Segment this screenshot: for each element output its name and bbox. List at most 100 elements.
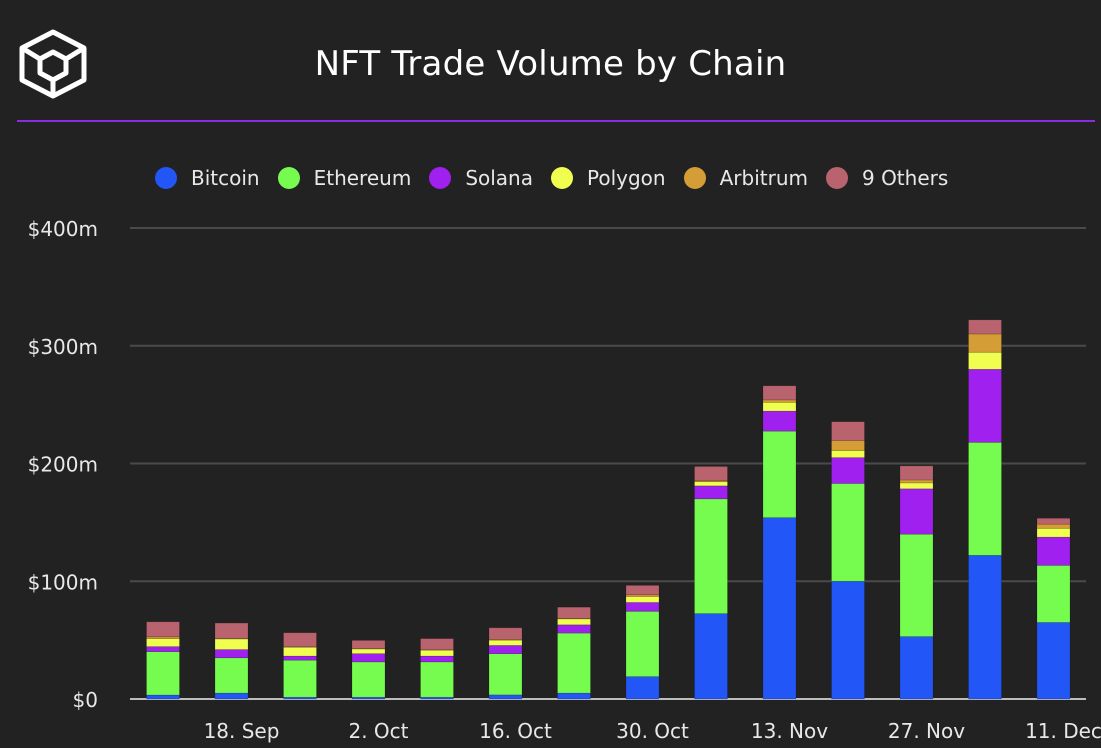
bar-segment-9-others[interactable] [283, 632, 317, 648]
bar-segment-9-others[interactable] [146, 621, 180, 638]
legend-swatch [429, 167, 452, 189]
bar-segment-solana[interactable] [831, 457, 865, 484]
legend-item[interactable]: Arbitrum [683, 166, 808, 190]
legend-item[interactable]: Polygon [551, 166, 666, 190]
bar-segment-polygon[interactable] [488, 639, 523, 646]
y-tick-label: $300m [28, 335, 98, 359]
bar-segment-ethereum[interactable] [1036, 565, 1071, 623]
bar-segment-solana[interactable] [146, 646, 180, 652]
bar-segment-arbitrum[interactable] [899, 479, 934, 484]
legend-label: Bitcoin [191, 166, 260, 190]
bar-segment-9-others[interactable] [420, 638, 454, 651]
bar-segment-polygon[interactable] [762, 401, 797, 412]
legend-item[interactable]: Bitcoin [155, 166, 260, 190]
bar-segment-polygon[interactable] [214, 638, 249, 650]
bar-segment-polygon[interactable] [351, 648, 386, 654]
bar-segment-bitcoin[interactable] [557, 692, 591, 700]
bar-segment-9-others[interactable] [351, 640, 386, 649]
bar-segment-ethereum[interactable] [694, 498, 728, 614]
bar-segment-9-others[interactable] [557, 606, 591, 619]
bar-stack [557, 606, 591, 700]
bar-segment-bitcoin[interactable] [694, 613, 728, 700]
bar-segment-arbitrum[interactable] [968, 333, 1002, 353]
bar-segment-polygon[interactable] [625, 596, 660, 603]
bar-segment-ethereum[interactable] [146, 651, 180, 696]
legend-swatch [825, 167, 848, 189]
x-tick-label: 27. Nov [888, 719, 965, 743]
bar-segment-arbitrum[interactable] [831, 440, 865, 451]
bar-segment-ethereum[interactable] [283, 659, 317, 698]
bar-segment-9-others[interactable] [762, 385, 797, 401]
bar-segment-polygon[interactable] [899, 482, 934, 490]
chart-title: NFT Trade Volume by Chain [314, 44, 787, 84]
bar-segment-ethereum[interactable] [557, 632, 591, 694]
bar-stack [694, 466, 728, 700]
bar-stack [968, 319, 1002, 700]
legend-item[interactable]: 9 Others [825, 166, 948, 190]
bar-stack [762, 385, 797, 700]
bar-stack [1036, 517, 1071, 700]
bar-segment-solana[interactable] [351, 653, 386, 663]
bar-segment-ethereum[interactable] [420, 661, 454, 698]
bar-segment-solana[interactable] [488, 645, 523, 654]
bar-segment-solana[interactable] [694, 485, 728, 500]
bar-segment-polygon[interactable] [831, 450, 865, 458]
bar-segment-ethereum[interactable] [968, 442, 1002, 556]
bar-segment-9-others[interactable] [899, 465, 934, 481]
bar-segment-ethereum[interactable] [899, 533, 934, 637]
legend-swatch [155, 167, 177, 189]
legend-item[interactable]: Solana [429, 166, 533, 190]
bar-stack [420, 638, 454, 700]
bar-segment-9-others[interactable] [625, 585, 660, 596]
bar-segment-polygon[interactable] [557, 618, 591, 626]
bar-stack [351, 640, 386, 700]
bar-segment-bitcoin[interactable] [762, 517, 797, 700]
bar-segment-solana[interactable] [283, 655, 317, 661]
bar-segment-9-others[interactable] [831, 421, 865, 441]
bar-segment-solana[interactable] [625, 602, 660, 612]
bar-segment-arbitrum[interactable] [762, 399, 797, 403]
legend-swatch [551, 167, 573, 189]
bar-segment-arbitrum[interactable] [1036, 523, 1071, 529]
bar-segment-solana[interactable] [899, 488, 934, 535]
x-tick-label: 2. Oct [348, 719, 408, 743]
bar-segment-solana[interactable] [1036, 536, 1071, 566]
bar-segment-9-others[interactable] [1036, 517, 1071, 525]
bar-segment-polygon[interactable] [146, 638, 180, 647]
bar-segment-9-others[interactable] [488, 627, 523, 640]
bar-segment-solana[interactable] [968, 368, 1002, 443]
bar-segment-bitcoin[interactable] [1036, 622, 1071, 700]
y-tick-label: $0 [73, 688, 98, 712]
bar-segment-bitcoin[interactable] [488, 694, 523, 700]
bar-segment-bitcoin[interactable] [625, 676, 660, 700]
bar-segment-solana[interactable] [214, 649, 249, 659]
bar-segment-polygon[interactable] [283, 646, 317, 657]
bar-segment-bitcoin[interactable] [968, 555, 1002, 700]
bar-segment-ethereum[interactable] [762, 430, 797, 518]
bar-segment-ethereum[interactable] [351, 661, 386, 698]
bar-segment-bitcoin[interactable] [899, 636, 934, 700]
legend-item[interactable]: Ethereum [277, 166, 411, 190]
bar-segment-ethereum[interactable] [625, 610, 660, 677]
legend-label: Polygon [587, 166, 666, 190]
bar-stack [488, 627, 523, 700]
bar-segment-polygon[interactable] [1036, 527, 1071, 538]
bar-segment-9-others[interactable] [694, 466, 728, 481]
legend-label: Solana [465, 166, 533, 190]
bar-segment-ethereum[interactable] [214, 657, 249, 694]
bar-segment-ethereum[interactable] [488, 653, 523, 696]
bar-segment-bitcoin[interactable] [214, 692, 249, 700]
bar-segment-solana[interactable] [762, 410, 797, 432]
bar-segment-solana[interactable] [420, 655, 454, 663]
bar-stack [625, 585, 660, 700]
bar-segment-polygon[interactable] [694, 481, 728, 487]
bar-segment-polygon[interactable] [420, 649, 454, 657]
bar-segment-polygon[interactable] [968, 351, 1002, 370]
bar-segment-9-others[interactable] [968, 319, 1002, 335]
bar-segment-9-others[interactable] [214, 622, 249, 639]
bar-segment-solana[interactable] [557, 624, 591, 634]
bar-segment-bitcoin[interactable] [146, 694, 180, 700]
bar-segment-bitcoin[interactable] [831, 580, 865, 700]
bar-segment-ethereum[interactable] [831, 483, 865, 582]
